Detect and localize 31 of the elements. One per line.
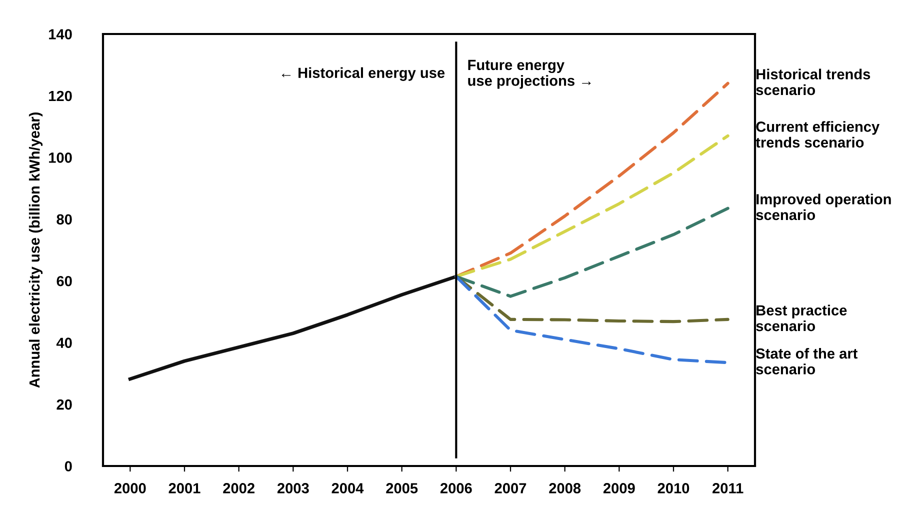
y-tick-label: 100 (49, 152, 72, 163)
y-tick-label: 40 (56, 338, 72, 348)
x-tick-label: 2010 (658, 483, 690, 494)
x-tick-label: 2011 (712, 483, 744, 494)
y-tick-label: 120 (49, 90, 72, 102)
x-tick-label: 2002 (223, 483, 254, 494)
x-tick-label: 2009 (603, 483, 635, 494)
line-series (454, 206, 730, 298)
annotation: Future energy use projections → (468, 60, 591, 89)
y-axis-title: Annual electricity use (billion kWh/year) (28, 112, 43, 388)
x-tick-label: 2003 (277, 483, 309, 494)
x-tick-label: 2006 (440, 483, 472, 494)
y-tick-label: 20 (56, 399, 72, 410)
series-label: Historical trends scenario (756, 68, 870, 96)
x-tick-label: 2004 (332, 483, 364, 494)
x-tick-label: 2007 (494, 483, 526, 494)
y-tick-label: 80 (56, 214, 72, 225)
y-tick-label: 0 (64, 461, 72, 472)
series-label: Current efficiency trends scenario (756, 121, 880, 148)
annotation: ← Historical energy use (282, 67, 445, 81)
series-label: Best practice scenario (756, 304, 847, 332)
x-tick-label: 2001 (168, 483, 200, 494)
x-tick-label: 2005 (386, 483, 418, 494)
y-tick-label: 60 (56, 276, 72, 286)
x-tick-label: 2000 (114, 483, 146, 494)
series-label: State of the art scenario (756, 348, 858, 374)
line-series (128, 274, 458, 381)
line-series (454, 134, 730, 278)
y-tick-label: 140 (49, 29, 72, 40)
x-tick-label: 2008 (549, 483, 581, 494)
series-label: Improved operation scenario (756, 194, 891, 220)
